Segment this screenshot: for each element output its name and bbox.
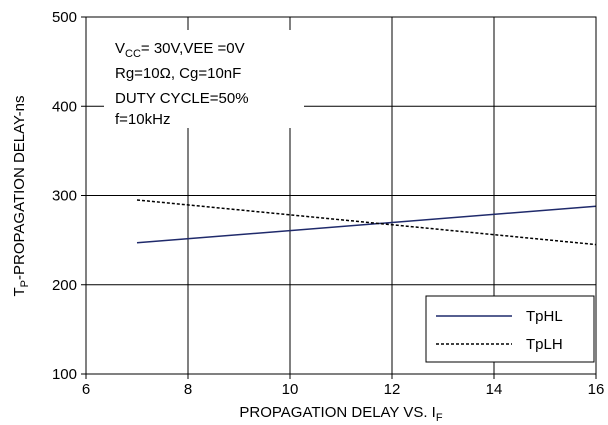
- x-tick-label-16: 16: [588, 381, 605, 398]
- y-axis-ticks: 100 200 300 400 500: [52, 9, 86, 383]
- legend-label-tphl: TpHL: [526, 308, 563, 325]
- y-axis-title: TP-PROPAGATION DELAY-ns: [11, 95, 31, 296]
- legend: TpHL TpLH: [425, 295, 595, 363]
- series-group: [136, 199, 597, 246]
- annotation-line-4: f=10kHz: [115, 111, 170, 128]
- series-line-tplh: [136, 199, 597, 246]
- legend-box: [425, 295, 595, 363]
- x-tick-label-6: 6: [82, 381, 90, 398]
- annotation-line-2: Rg=10Ω, Cg=10nF: [115, 65, 241, 82]
- legend-label-tplh: TpLH: [526, 336, 563, 353]
- y-tick-label-300: 300: [52, 188, 77, 205]
- x-tick-label-14: 14: [486, 381, 503, 398]
- annotation-background: [104, 30, 304, 128]
- x-tick-label-12: 12: [384, 381, 401, 398]
- x-tick-label-10: 10: [282, 381, 299, 398]
- annotation-line-3: DUTY CYCLE=50%: [115, 90, 249, 107]
- y-tick-label-100: 100: [52, 366, 77, 383]
- annotation-line-1: VCC= 30V,VEE =0V: [115, 40, 245, 60]
- series-line-tphl: [136, 205, 597, 244]
- x-tick-label-8: 8: [184, 381, 192, 398]
- x-axis-title: PROPAGATION DELAY VS. IF: [239, 404, 442, 424]
- y-tick-label-400: 400: [52, 98, 77, 115]
- y-tick-label-200: 200: [52, 277, 77, 294]
- x-axis-ticks: 6 8 10 12 14 16: [82, 374, 605, 398]
- annotation-block: VCC= 30V,VEE =0V Rg=10Ω, Cg=10nF DUTY CY…: [115, 40, 249, 128]
- y-tick-label-500: 500: [52, 9, 77, 26]
